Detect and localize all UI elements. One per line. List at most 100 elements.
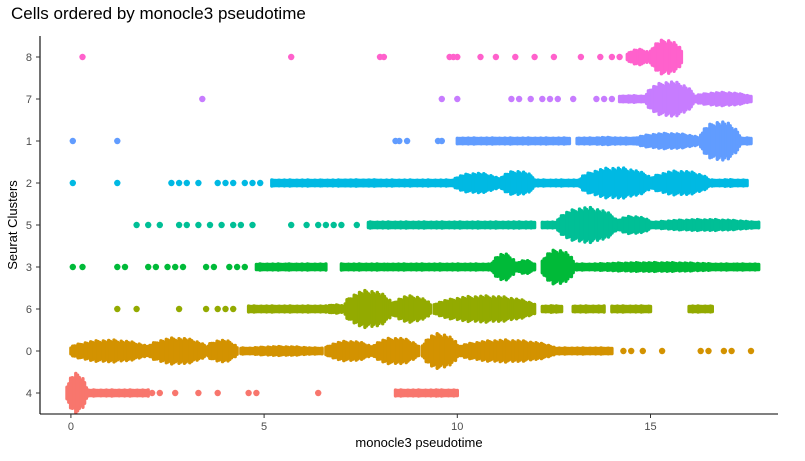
point-cluster-5 [230,221,237,229]
point-cluster-0 [628,347,635,355]
point-cluster-4 [214,389,221,397]
point-cluster-8 [531,53,538,61]
y-tick-label: 3 [26,262,32,274]
point-cluster-6 [214,305,221,313]
y-tick-label: 0 [26,346,32,358]
x-ticks: 0 5 10 15 [68,414,657,433]
point-cluster-8 [577,53,585,61]
point-cluster-2 [241,179,248,187]
point-cluster-5 [145,221,152,229]
point-cluster-7 [454,95,461,103]
point-cluster-5 [218,221,225,229]
point-cluster-2 [183,179,190,187]
point-cluster-6 [222,305,229,313]
point-cluster-8 [550,53,558,61]
point-cluster-3 [233,263,241,271]
point-cluster-3 [241,263,248,271]
y-ticks: 4 0 6 3 5 2 1 7 8 [26,52,40,400]
point-cluster-5 [183,221,190,229]
plot-marks [65,38,761,415]
point-cluster-5 [175,221,183,229]
point-cluster-5 [237,221,245,229]
point-cluster-5 [133,221,140,229]
point-cluster-5 [206,221,214,229]
point-cluster-0 [747,347,755,355]
x-tick-label: 0 [68,421,74,433]
point-cluster-1 [69,137,77,145]
point-cluster-5 [288,221,295,229]
point-cluster-4 [245,389,252,397]
point-cluster-8 [79,53,86,61]
point-cluster-5 [322,221,330,229]
series-cluster-4 [65,371,459,415]
series-cluster-1 [69,120,753,162]
point-cluster-8 [288,53,295,61]
point-cluster-0 [620,347,627,355]
y-tick-label: 5 [26,220,32,232]
point-cluster-4 [172,389,179,397]
point-cluster-8 [616,53,623,61]
point-cluster-4 [253,389,260,397]
point-cluster-5 [353,221,360,229]
series-cluster-3 [69,248,761,286]
point-cluster-1 [396,137,403,145]
point-cluster-1 [403,137,411,145]
point-cluster-0 [658,347,666,355]
point-cluster-3 [114,263,121,271]
point-cluster-2 [195,179,202,187]
point-cluster-8 [512,53,519,61]
point-cluster-0 [639,347,646,355]
point-cluster-3 [121,263,129,271]
point-cluster-5 [195,221,202,229]
point-cluster-3 [152,263,160,271]
point-cluster-6 [175,305,183,313]
point-cluster-3 [179,263,187,271]
point-cluster-8 [380,53,388,61]
series-cluster-2 [69,166,749,200]
point-cluster-2 [214,179,221,187]
point-cluster-0 [705,347,712,355]
point-cluster-2 [249,179,256,187]
point-cluster-2 [230,179,237,187]
point-cluster-3 [145,263,152,271]
point-cluster-1 [438,137,445,145]
point-cluster-7 [438,95,445,103]
point-cluster-5 [156,221,163,229]
series-cluster-6 [114,288,714,330]
point-cluster-7 [546,95,554,103]
x-axis-label: monocle3 pseudotime [355,435,482,450]
series-cluster-7 [199,80,753,118]
point-cluster-8 [597,53,604,61]
point-cluster-2 [114,179,121,187]
point-cluster-6 [114,305,121,313]
point-cluster-6 [230,305,237,313]
point-cluster-4 [156,389,163,397]
point-cluster-3 [79,263,86,271]
point-cluster-5 [315,221,322,229]
x-tick-label: 15 [644,421,656,433]
y-tick-label: 6 [26,304,32,316]
point-cluster-7 [608,95,616,103]
point-cluster-5 [249,221,256,229]
point-cluster-2 [257,179,264,187]
point-cluster-6 [202,305,210,313]
point-cluster-7 [600,95,608,103]
series-cluster-5 [133,205,761,245]
point-cluster-8 [454,53,461,61]
point-cluster-4 [148,389,156,397]
y-tick-label: 7 [26,94,32,106]
point-cluster-2 [222,179,229,187]
y-tick-label: 2 [26,178,32,190]
point-cluster-7 [508,95,515,103]
point-cluster-7 [539,95,546,103]
series-cluster-8 [79,38,684,76]
point-cluster-3 [210,263,218,271]
y-tick-label: 8 [26,52,32,64]
point-cluster-7 [593,95,600,103]
point-cluster-4 [315,389,322,397]
point-cluster-3 [226,263,233,271]
y-tick-label: 1 [26,136,32,148]
point-cluster-6 [133,305,140,313]
y-tick-label: 4 [26,388,32,400]
